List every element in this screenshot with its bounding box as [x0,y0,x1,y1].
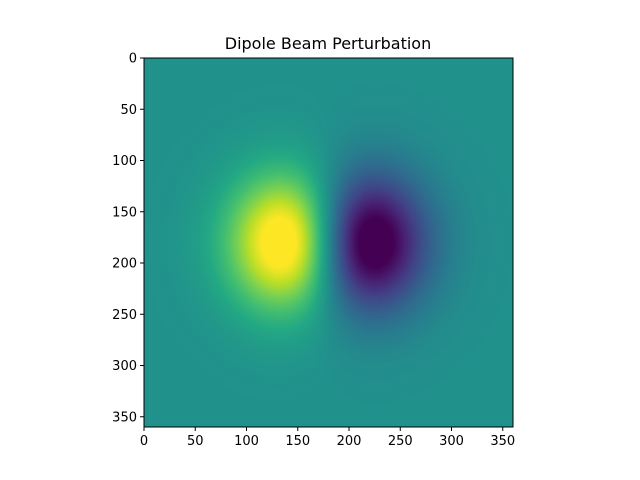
x-tick-label: 50 [187,434,204,449]
y-tick-label: 150 [112,205,137,220]
y-tick-label: 350 [112,410,137,425]
x-tick-label: 350 [490,434,515,449]
y-tick-label: 200 [112,257,137,272]
x-tick-label: 200 [337,434,362,449]
y-tick-label: 250 [112,308,137,323]
y-tick-label: 300 [112,359,137,374]
x-tick-label: 300 [439,434,464,449]
y-tick-label: 100 [112,154,137,169]
y-tick-label: 50 [120,103,137,118]
chart-title: Dipole Beam Perturbation [225,34,431,53]
heatmap-image [144,58,513,427]
plot-frame [143,57,514,428]
x-tick-label: 100 [234,434,259,449]
x-tick-label: 150 [285,434,310,449]
y-tick-label: 0 [129,52,137,67]
plot-area [143,57,514,428]
x-axis: 0 50 100 150 200 250 300 350 [140,427,515,449]
x-tick-label: 0 [140,434,148,449]
x-tick-label: 250 [388,434,413,449]
y-axis: 0 50 100 150 200 250 300 350 [112,52,144,425]
